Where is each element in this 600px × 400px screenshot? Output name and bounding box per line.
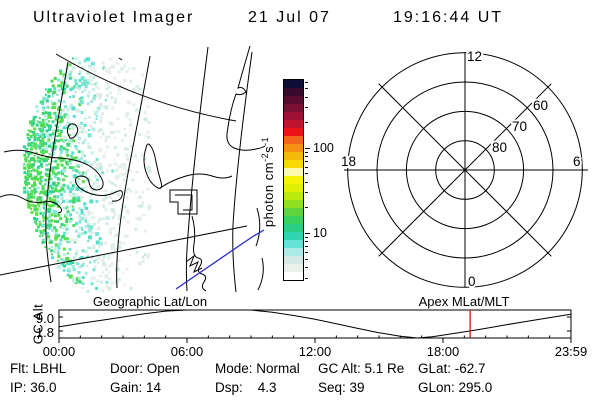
- ring-label-60: 60: [533, 98, 548, 113]
- timeline-plot: [58, 309, 572, 343]
- colorbar-band: [284, 208, 303, 216]
- polar-caption: Apex MLat/MLT: [418, 294, 510, 309]
- status-glon: GLon: 295.0: [418, 380, 493, 395]
- colorbar-ticks: 10 100: [305, 0, 365, 400]
- status-dsp: Dsp: 4.3: [215, 380, 277, 395]
- status-mode: Mode: Normal: [215, 361, 300, 376]
- status-gcalt: GC Alt: 5.1 Re: [318, 361, 405, 376]
- colorbar-band: [284, 112, 303, 120]
- colorbar-minor-tick: [305, 173, 308, 175]
- colorbar-minor-tick: [305, 236, 308, 238]
- colorbar-minor-tick: [305, 151, 308, 153]
- colorbar-band: [284, 80, 303, 88]
- status-gain: Gain: 14: [110, 380, 162, 395]
- colorbar-band: [284, 88, 303, 96]
- colorbar-band: [284, 152, 303, 160]
- map-coastlines: [0, 45, 266, 292]
- colorbar-band: [284, 192, 303, 200]
- colorbar-minor-tick: [305, 181, 308, 183]
- xtick-2359: 23:59: [554, 344, 588, 359]
- orbit-altitude-curve: [58, 309, 571, 339]
- ytick-1p8: 1.8: [35, 325, 54, 340]
- xtick-0000: 00:00: [42, 344, 76, 359]
- colorbar-minor-tick: [305, 166, 308, 168]
- colorbar-band: [284, 232, 303, 240]
- colorbar-minor-tick: [305, 122, 308, 124]
- colorbar-band: [284, 272, 303, 280]
- colorbar-band: [284, 128, 303, 136]
- colorbar: [283, 79, 304, 281]
- colorbar-band: [284, 248, 303, 256]
- colorbar-minor-tick: [305, 192, 308, 194]
- terminator-line: [175, 229, 265, 290]
- xtick-1200: 12:00: [298, 344, 332, 359]
- status-ip: IP: 36.0: [10, 380, 57, 395]
- colorbar-band: [284, 216, 303, 224]
- colorbar-band: [284, 176, 303, 184]
- page-title: Ultraviolet Imager: [33, 9, 195, 26]
- colorbar-major-tick: [305, 147, 310, 149]
- colorbar-minor-tick: [305, 241, 308, 243]
- colorbar-minor-tick: [305, 96, 308, 98]
- colorbar-band: [284, 160, 303, 168]
- mlt-label-12: 12: [467, 49, 482, 64]
- polar-grid: [344, 52, 588, 288]
- colorbar-minor-tick: [305, 277, 308, 279]
- colorbar-band: [284, 200, 303, 208]
- colorbar-band: [284, 104, 303, 112]
- ytick-9: 9.0: [35, 311, 54, 326]
- mlt-label-18: 18: [341, 154, 356, 169]
- polar-labels: 12 18 6 0 80 70 60: [339, 47, 583, 291]
- colorbar-band: [284, 120, 303, 128]
- map-caption: Geographic Lat/Lon: [92, 294, 208, 309]
- colorbar-minor-tick: [305, 266, 308, 268]
- mlt-label-0: 0: [468, 274, 476, 289]
- colorbar-minor-tick: [305, 160, 308, 162]
- ring-label-80: 80: [492, 140, 507, 155]
- status-seq: Seq: 39: [318, 380, 365, 395]
- colorbar-minor-tick: [305, 107, 308, 109]
- colorbar-band: [284, 256, 303, 264]
- colorbar-minor-tick: [305, 156, 308, 158]
- colorbar-minor-tick: [305, 251, 308, 253]
- colorbar-band: [284, 136, 303, 144]
- ring-label-70: 70: [512, 119, 527, 134]
- xtick-0600: 06:00: [170, 344, 204, 359]
- colorbar-band: [284, 224, 303, 232]
- colorbar-major-tick: [305, 233, 310, 234]
- colorbar-tick-label: 100: [313, 140, 334, 155]
- status-flt: Flt: LBHL: [10, 361, 67, 376]
- colorbar-band: [284, 184, 303, 192]
- colorbar-band: [284, 240, 303, 248]
- header-date: 21 Jul 07: [248, 9, 331, 26]
- map-grid: [0, 46, 253, 293]
- header-time: 19:16:44 UT: [393, 9, 504, 26]
- colorbar-band: [284, 96, 303, 104]
- mlt-label-6: 6: [573, 154, 581, 169]
- colorbar-minor-tick: [305, 81, 308, 83]
- colorbar-minor-tick: [305, 258, 308, 260]
- colorbar-band: [284, 168, 303, 176]
- colorbar-band: [284, 264, 303, 272]
- colorbar-band: [284, 144, 303, 152]
- status-glat: GLat: -62.7: [418, 361, 486, 376]
- colorbar-tick-label: 10: [313, 226, 327, 240]
- colorbar-minor-tick: [305, 88, 308, 90]
- xtick-1800: 18:00: [426, 344, 460, 359]
- colorbar-minor-tick: [305, 207, 308, 209]
- status-door: Door: Open: [110, 361, 180, 376]
- colorbar-minor-tick: [305, 246, 308, 248]
